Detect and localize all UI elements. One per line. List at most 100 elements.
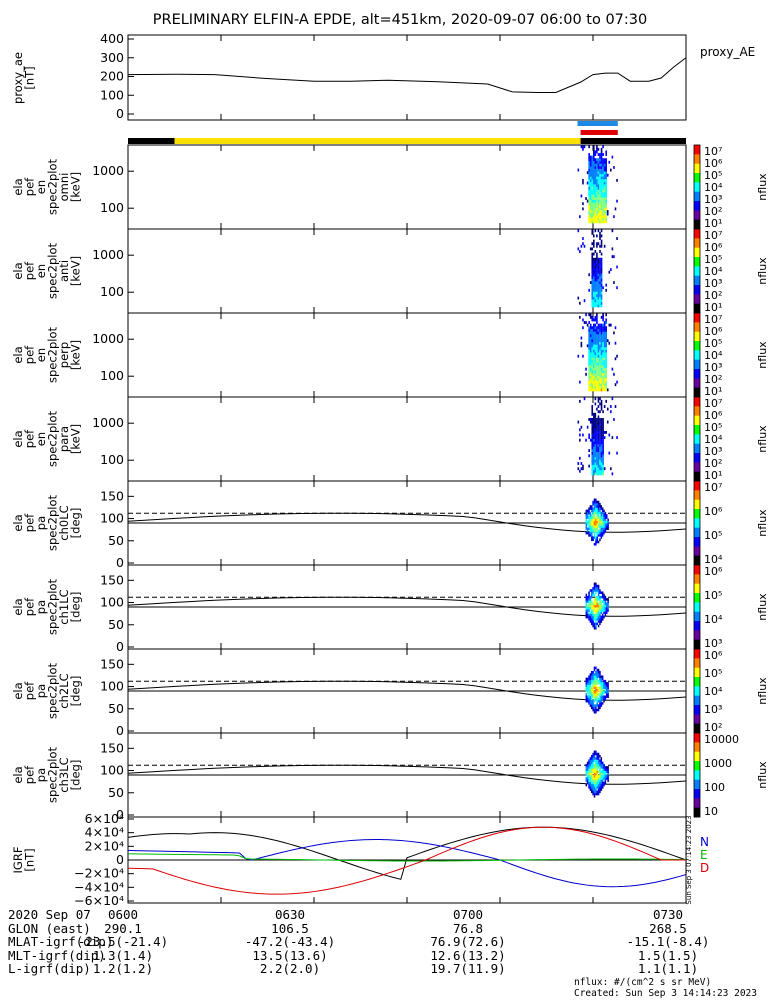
anti-cell-415: [593, 234, 595, 238]
perp-cell-895: [611, 367, 614, 371]
ch1LC-cell-1495: [597, 618, 600, 621]
ch3LC-colorbar-band-8: [694, 807, 700, 818]
ch2LC-cell-1709: [596, 671, 598, 674]
ch0LC-cell-1233: [593, 518, 596, 522]
omni-cell-3: [580, 145, 583, 149]
para-cell-996: [594, 433, 597, 437]
ch1LC-cell-1501: [597, 604, 600, 608]
ch2LC-cell-1669: [593, 682, 596, 685]
ch3LC-cell-1977: [600, 763, 603, 767]
ch0LC-cell-1243: [595, 543, 597, 546]
anti-cell-376: [591, 281, 594, 284]
ch2LC-cell-1778: [604, 686, 607, 690]
anti-cell-422: [594, 288, 597, 292]
ch2LC-ylabel-line-1: pef: [23, 681, 37, 700]
ch0LC-cell-1290: [597, 511, 600, 515]
ch1LC-cell-1560: [604, 604, 607, 608]
ch3LC-cell-1929: [596, 761, 598, 765]
ch3LC-cell-1969: [600, 783, 603, 787]
ch1LC-cell-1525: [600, 620, 603, 623]
ch3LC-cell-1809: [586, 770, 589, 774]
ch2LC-cell-1770: [603, 686, 605, 690]
state-yellow-bar: [174, 138, 581, 144]
ch1LC-cell-1444: [593, 622, 596, 626]
perp-cell-894: [610, 323, 612, 327]
perp-cell-671: [594, 385, 597, 389]
omni-cell-206: [597, 147, 600, 151]
ch3LC-cell-2002: [604, 781, 607, 785]
ch3LC-cell-1868: [592, 770, 594, 774]
perp-cell-690: [594, 336, 597, 340]
perp-cell-827: [602, 334, 604, 337]
ch1LC-cell-1515: [599, 611, 601, 614]
para-cell-999: [594, 425, 597, 429]
para-cell-1076: [599, 423, 601, 427]
perp-cell-817: [602, 359, 604, 363]
omni-cell-110: [593, 181, 595, 185]
para-cell-945: [591, 436, 594, 440]
ch2LC-cell-1656: [592, 673, 594, 676]
ephemeris-value: 0730: [652, 907, 684, 922]
ch3LC-cell-1907: [595, 770, 597, 774]
omni-cell-45: [589, 215, 592, 219]
ch0LC-cell-1226: [593, 534, 596, 537]
anti-cell-473: [597, 273, 600, 277]
ch3LC-cell-1989: [601, 768, 604, 771]
para-cell-938: [591, 454, 594, 458]
ch2LC-cb-tick-2: 10⁴: [704, 685, 723, 698]
perp-cell-893: [608, 323, 611, 327]
ch3LC-cell-2021: [607, 766, 609, 769]
perp-cell-548: [580, 344, 583, 348]
omni-cell-116: [593, 166, 595, 169]
ae-side-label: proxy_AE: [700, 45, 755, 59]
para-cell-1079: [599, 410, 601, 414]
para-cell-1083: [600, 469, 603, 473]
ch1LC-cell-1453: [593, 598, 596, 601]
ch0LC-cell-1293: [597, 505, 600, 508]
perp-cell-636: [591, 336, 594, 340]
ch2LC-cell-1700: [596, 693, 598, 696]
perp-cell-718: [596, 336, 598, 340]
para-cell-936: [591, 459, 594, 463]
ch1LC-cell-1480: [596, 615, 598, 619]
ch2LC-cell-1773: [603, 679, 605, 683]
perp-cell-656: [593, 354, 595, 358]
ch3LC-cell-1992: [601, 761, 604, 765]
anti-cell-535: [608, 270, 611, 274]
para-cell-962: [593, 459, 595, 463]
perp-cell-674: [594, 378, 597, 381]
ch0LC-cell-1198: [591, 529, 593, 533]
perp-cell-684: [594, 352, 597, 356]
ch3LC-ylabel-line-2: pa: [34, 768, 48, 782]
perp-cell-738: [597, 359, 600, 363]
ch2LC-cell-1768: [603, 695, 605, 698]
anti-colorbar-band-7: [694, 294, 700, 305]
para-cell-1041: [597, 443, 600, 447]
perp-cell-821: [602, 349, 604, 353]
anti-cell-475: [597, 268, 600, 272]
perp-cell-899: [614, 357, 617, 361]
para-cell-1058: [599, 469, 601, 473]
ch3LC-cell-1896: [593, 750, 596, 754]
para-cb-tick-5: 10²: [704, 457, 722, 470]
anti-cell-539: [611, 229, 614, 233]
ch1LC-cell-1558: [604, 609, 607, 612]
ch1LC-cell-1385: [586, 600, 589, 603]
ch1LC-cell-1462: [595, 620, 597, 623]
ch0LC-cell-1208: [591, 505, 593, 508]
ch0LC-cell-1251: [595, 520, 597, 524]
ch3LC-cell-1937: [597, 786, 600, 789]
ch3LC-cell-1972: [600, 777, 603, 780]
ch2LC-cell-1623: [589, 675, 592, 678]
ch2LC-cell-1670: [593, 679, 596, 683]
perp-cell-601: [589, 354, 592, 358]
perp-cell-755: [599, 383, 601, 387]
omni-cell-308: [603, 173, 606, 177]
perp-cell-715: [596, 344, 598, 348]
para-cell-1141: [610, 467, 612, 471]
ch3LC-cell-1814: [588, 786, 590, 789]
ch2LC-ylabel-line-4: ch2LC: [57, 673, 71, 708]
para-cb-tick-6: 10¹: [704, 469, 722, 482]
ch0LC-colorbar-band-5: [694, 527, 700, 538]
